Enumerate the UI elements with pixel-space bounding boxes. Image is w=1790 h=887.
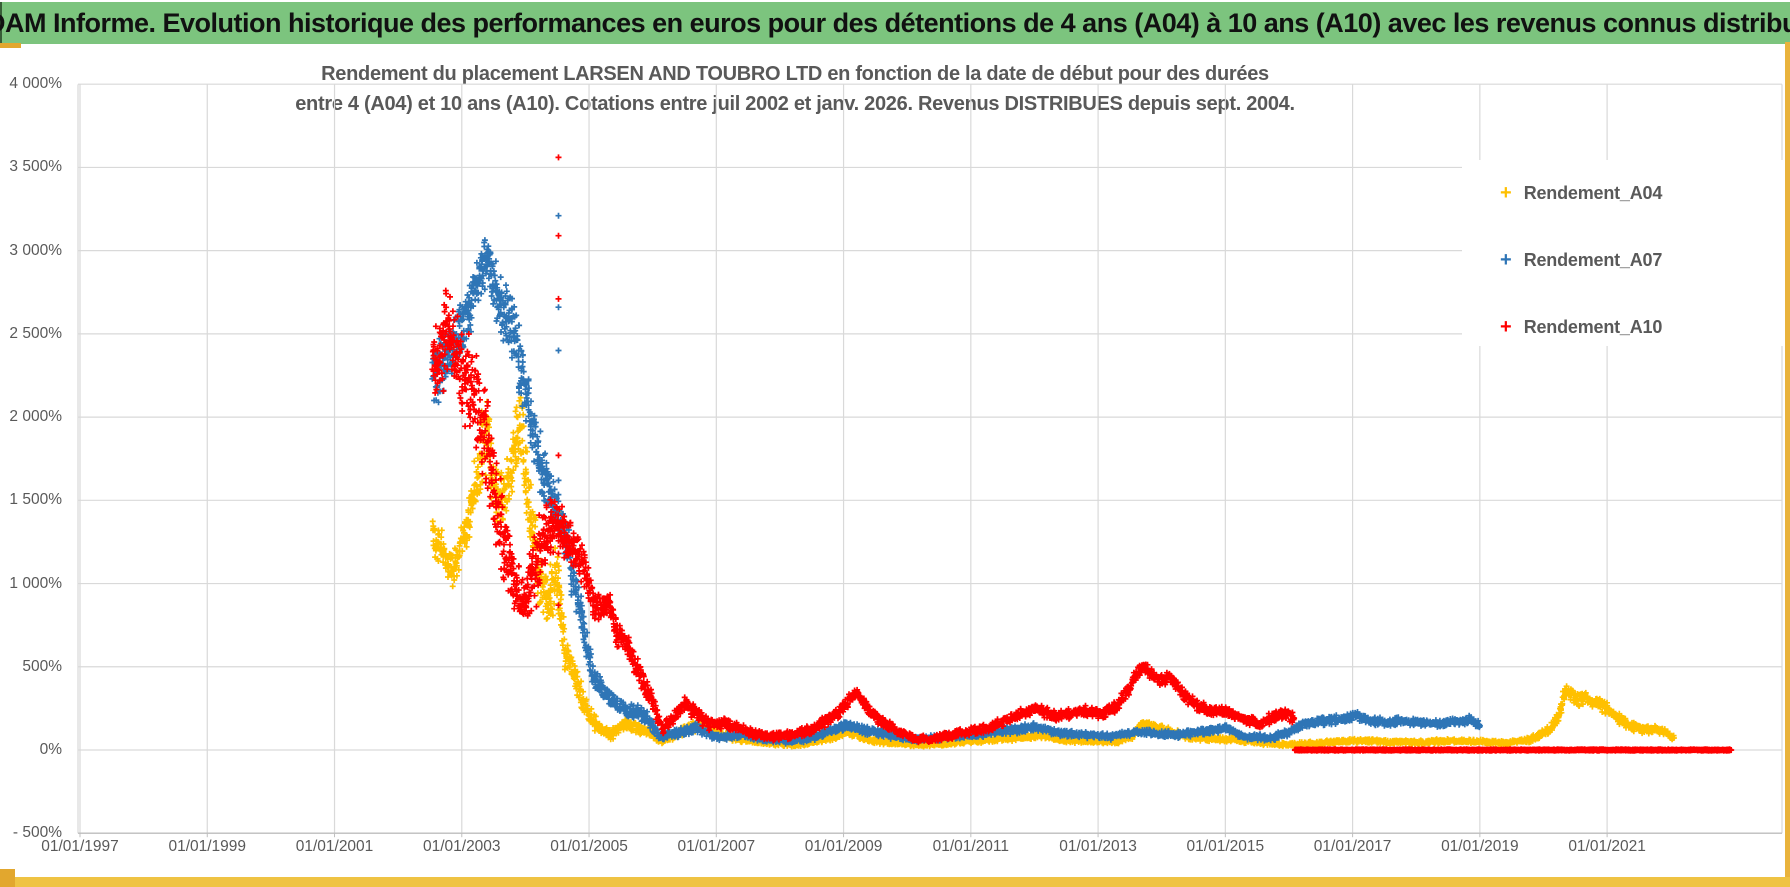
x-axis-label: 01/01/1999: [168, 838, 247, 855]
legend-item-rendement-a07: + Rendement_A07: [1500, 247, 1662, 273]
y-axis-label: 2 500%: [9, 324, 62, 342]
x-axis-label: 01/01/2001: [295, 838, 374, 855]
plus-marker-icon: +: [1500, 249, 1512, 271]
x-axis-label: 01/01/2021: [1568, 838, 1646, 855]
x-axis-label: 01/01/2011: [932, 838, 1010, 855]
y-axis-label: - 500%: [12, 824, 62, 842]
legend-box: [1462, 160, 1784, 346]
x-axis-label: 01/01/1997: [41, 838, 119, 855]
y-axis-label: 0%: [39, 741, 62, 758]
legend-label: Rendement_A07: [1523, 249, 1663, 270]
x-axis-label: 01/01/2003: [422, 838, 501, 855]
x-axis-label: 01/01/2005: [550, 838, 628, 855]
chart-title-line1: Rendement du placement LARSEN AND TOUBRO…: [321, 63, 1269, 85]
y-axis-label: 3 000%: [9, 241, 62, 259]
series-rendement_a10: [429, 154, 1735, 754]
plus-marker-icon: +: [1500, 182, 1512, 204]
legend-label: Rendement_A10: [1523, 316, 1663, 337]
gold-accent-bottom-left-square: [0, 869, 15, 887]
plus-marker-icon: +: [1500, 316, 1512, 338]
y-axis-label: 1 000%: [9, 574, 62, 592]
x-axis-label: 01/01/2017: [1313, 838, 1392, 855]
x-axis-label: 01/01/2013: [1059, 838, 1137, 855]
gold-accent-right-edge: [1785, 42, 1790, 887]
chart-title-line2: entre 4 (A04) et 10 ans (A10). Cotations…: [295, 93, 1295, 115]
gold-accent-bottom-bar: [0, 877, 1790, 887]
x-axis-label: 01/01/2019: [1441, 838, 1519, 855]
header-title: ADAM Informe. Evolution historique des p…: [0, 7, 1790, 38]
legend-item-rendement-a10: + Rendement_A10: [1500, 314, 1662, 340]
legend-item-rendement-a04: + Rendement_A04: [1500, 180, 1662, 206]
legend-label: Rendement_A04: [1523, 182, 1663, 203]
gold-accent-under-header: [0, 43, 21, 48]
x-axis-label: 01/01/2015: [1186, 838, 1265, 855]
y-axis-label: 500%: [22, 657, 62, 675]
y-axis-label: 1 500%: [9, 491, 62, 509]
x-axis-label: 01/01/2009: [804, 838, 883, 855]
y-axis-label: 3 500%: [9, 158, 62, 176]
header-band: ADAM Informe. Evolution historique des p…: [0, 2, 1790, 44]
y-axis-label: 4 000%: [9, 75, 62, 93]
x-axis-label: 01/01/2007: [677, 838, 756, 855]
y-axis-label: 2 000%: [9, 408, 62, 426]
